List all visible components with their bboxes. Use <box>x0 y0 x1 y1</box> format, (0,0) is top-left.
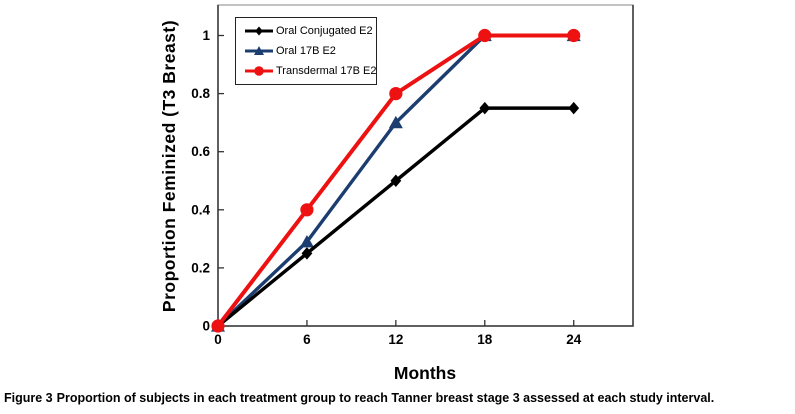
data-point-oral-17b-e2-12mo <box>388 115 403 129</box>
x-tick-label: 24 <box>566 332 582 347</box>
legend-label: Oral Conjugated E2 <box>276 25 373 37</box>
legend-label: Oral 17B E2 <box>276 45 336 57</box>
figure-caption-label: Figure 3 <box>4 391 53 405</box>
data-point-transdermal-17b-e2-18mo <box>478 28 492 43</box>
x-tick-label: 6 <box>303 332 311 347</box>
legend-triangle-marker-icon <box>245 46 273 56</box>
legend-sample-marker <box>255 26 263 36</box>
legend-diamond-marker-icon <box>245 26 273 36</box>
figure-caption: Figure 3 Proportion of subjects in each t… <box>4 390 792 406</box>
legend-item-oral-17b-e2: Oral 17B E2 <box>244 42 374 60</box>
y-tick-label: 0.2 <box>191 260 210 275</box>
y-tick-label: 0.6 <box>191 144 210 159</box>
y-tick-label: 0 <box>202 319 210 334</box>
data-point-oral-conjugated-e2-12mo <box>390 174 402 187</box>
x-tick-label: 18 <box>477 332 493 347</box>
y-tick-label: 0.8 <box>191 86 210 101</box>
y-tick-label: 0.4 <box>191 202 210 217</box>
line-chart-canvas: 0 6 12 18 24 0 0.2 0.4 0.6 0.8 1 <box>191 4 634 347</box>
y-tick-label: 1 <box>202 28 210 43</box>
x-tick-label: 12 <box>388 332 403 347</box>
legend-circle-marker-icon <box>245 66 273 76</box>
y-axis-title: Proportion Feminized (T3 Breast) <box>159 19 179 313</box>
chart-legend: Oral Conjugated E2 Oral 17B E2 Transderm… <box>235 17 377 85</box>
data-point-oral-conjugated-e2-18mo <box>479 101 491 115</box>
data-point-transdermal-17b-e2-12mo <box>389 87 403 101</box>
legend-item-oral-conjugated-e2: Oral Conjugated E2 <box>244 22 374 40</box>
legend-sample-marker <box>254 66 264 76</box>
legend-label: Transdermal 17B E2 <box>276 65 377 77</box>
legend-item-transdermal-17b-e2: Transdermal 17B E2 <box>244 62 377 80</box>
data-point-oral-conjugated-e2-6mo <box>301 247 313 260</box>
x-tick-label: 0 <box>214 332 222 347</box>
data-point-oral-conjugated-e2-24mo <box>568 101 580 115</box>
data-point-transdermal-17b-e2-24mo <box>567 28 581 43</box>
legend-sample-marker <box>253 46 265 56</box>
axis-lines <box>217 5 634 327</box>
x-axis-title: Months <box>393 363 457 383</box>
figure-caption-text: Proportion of subjects in each treatment… <box>56 391 715 405</box>
series-line-oral-conjugated-e2 <box>216 106 576 328</box>
data-point-oral-17b-e2-6mo <box>299 234 314 248</box>
data-point-transdermal-17b-e2-0mo <box>211 319 225 333</box>
data-point-transdermal-17b-e2-6mo <box>300 203 314 217</box>
